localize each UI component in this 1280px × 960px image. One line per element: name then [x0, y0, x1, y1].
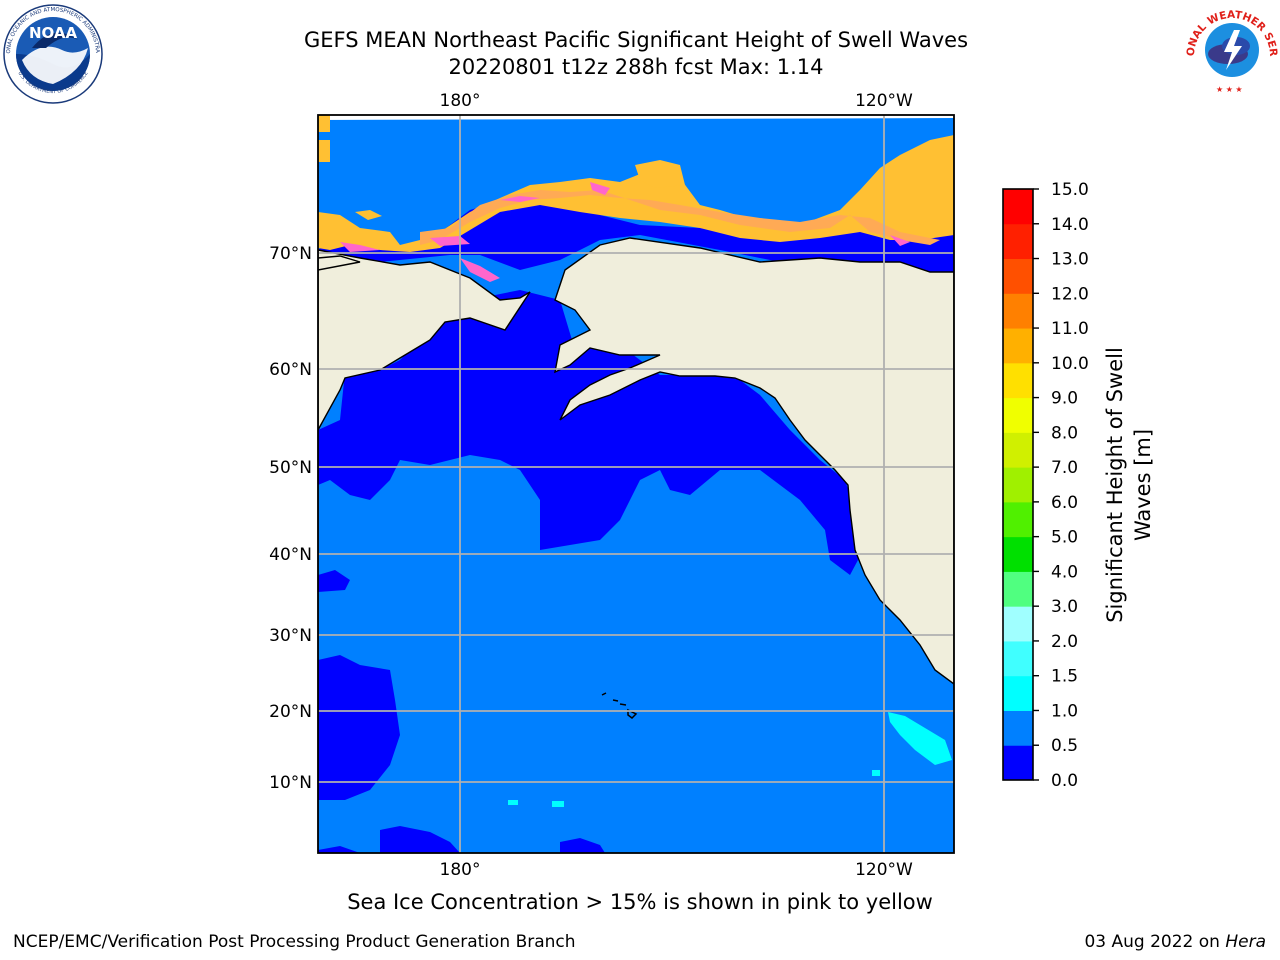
colorbar-swatch	[1003, 501, 1033, 538]
colorbar-tick-label: 2.0	[1051, 632, 1078, 652]
map-subtitle: 20220801 t12z 288h fcst Max: 1.14	[448, 55, 824, 79]
colorbar-swatch	[1003, 571, 1033, 607]
land	[318, 115, 954, 685]
colorbar-swatch	[1003, 432, 1033, 468]
colorbar-tick-label: 8.0	[1051, 423, 1078, 443]
colorbar-label-line2: Waves [m]	[1131, 429, 1155, 541]
colorbar-tick-label: 6.0	[1051, 493, 1078, 513]
colorbar-tick-label: 0.0	[1051, 771, 1078, 791]
nws-logo: NATIONAL WEATHER SERVICE ★ ★ ★	[1176, 0, 1279, 94]
lon-tick-top-180: 180°	[440, 91, 481, 111]
graticule	[318, 115, 954, 853]
lat-tick-50n: 50°N	[269, 458, 312, 478]
colorbar-swatch	[1003, 189, 1033, 225]
lat-tick-20n: 20°N	[269, 702, 312, 722]
ocean-swell-0-to-0-5	[318, 180, 954, 853]
ocean-swell-1-to-1-5	[508, 712, 952, 807]
lat-tick-40n: 40°N	[269, 545, 312, 565]
colorbar-tick-label: 10.0	[1051, 354, 1089, 374]
colorbar-tick-label: 1.0	[1051, 701, 1078, 721]
svg-text:★ ★ ★: ★ ★ ★	[1216, 85, 1243, 94]
colorbar-swatch	[1003, 536, 1033, 572]
colorbar-tick-label: 14.0	[1051, 215, 1089, 235]
lon-tick-bottom-120w: 120°W	[855, 860, 913, 880]
colorbar: 0.0 0.5 1.0 1.5 2.0 3.0 4.0 5.0 6.0 7.0 8.0 9.0 10.0…	[1002, 180, 1089, 791]
colorbar-tick-label: 3.0	[1051, 597, 1078, 617]
colorbar-tick-label: 9.0	[1051, 389, 1078, 409]
lon-tick-bottom-180: 180°	[440, 860, 481, 880]
lat-tick-70n: 70°N	[269, 244, 312, 264]
colorbar-label-line1: Significant Height of Swell	[1103, 347, 1127, 623]
colorbar-tick-label: 5.0	[1051, 528, 1078, 548]
sea-ice-caption: Sea Ice Concentration > 15% is shown in …	[347, 890, 933, 914]
colorbar-swatch	[1003, 397, 1033, 433]
colorbar-swatch	[1003, 258, 1033, 294]
colorbar-swatch	[1003, 606, 1033, 642]
colorbar-swatch	[1003, 640, 1033, 677]
colorbar-swatch	[1003, 223, 1033, 260]
colorbar-tick-label: 11.0	[1051, 319, 1089, 339]
footer-date: 03 Aug 2022 on Hera	[1084, 932, 1266, 952]
lat-tick-60n: 60°N	[269, 360, 312, 380]
colorbar-tick-label: 4.0	[1051, 562, 1078, 582]
lat-tick-30n: 30°N	[269, 626, 312, 646]
colorbar-swatch	[1003, 745, 1033, 781]
colorbar-swatch	[1003, 362, 1033, 399]
colorbar-tick-label: 13.0	[1051, 250, 1089, 270]
footer-host: Hera	[1225, 932, 1266, 952]
lat-tick-10n: 10°N	[269, 773, 312, 793]
colorbar-tick-label: 0.5	[1051, 736, 1078, 756]
noaa-logo: NOAA NATIONAL OCEANIC AND ATMOSPHERIC AD…	[2, 2, 103, 104]
colorbar-swatch	[1003, 293, 1033, 329]
colorbar-tick-label: 7.0	[1051, 458, 1078, 478]
footer-date-text: 03 Aug 2022 on	[1084, 932, 1226, 952]
colorbar-swatch	[1003, 467, 1033, 503]
colorbar-swatch	[1003, 710, 1033, 746]
colorbar-tick-label: 12.0	[1051, 284, 1089, 304]
colorbar-swatch	[1003, 675, 1033, 711]
colorbar-swatch	[1003, 328, 1033, 364]
colorbar-tick-label: 15.0	[1051, 180, 1089, 200]
noaa-logo-text: NOAA	[29, 24, 78, 42]
map-title: GEFS MEAN Northeast Pacific Significant …	[303, 28, 969, 52]
sea-ice	[318, 115, 954, 282]
hawaii-islands	[601, 692, 638, 719]
colorbar-frame	[1002, 188, 1034, 781]
colorbar-tick-label: 1.5	[1051, 667, 1078, 687]
map-frame	[317, 114, 955, 854]
lon-tick-top-120w: 120°W	[855, 91, 913, 111]
footer-credit: NCEP/EMC/Verification Post Processing Pr…	[13, 932, 576, 952]
